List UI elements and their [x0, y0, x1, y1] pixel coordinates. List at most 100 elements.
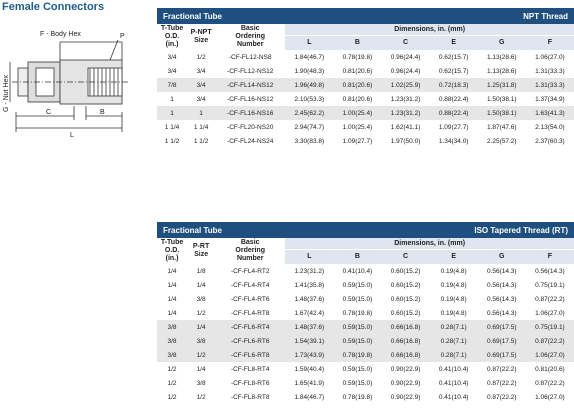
column-header: P-NPT Size — [187, 24, 216, 50]
table-cell: 0.41(10.4) — [438, 379, 469, 387]
table-cell: 1 1/2 — [164, 137, 180, 145]
table-cell: 3/8 — [187, 334, 216, 348]
table-cell: 1.31(33.3) — [535, 67, 565, 75]
dimension-column-header: F — [525, 249, 574, 264]
table-cell: 1.97(50.0) — [390, 137, 421, 145]
table-cell: 1.84(46.7) — [294, 393, 325, 401]
dimension-column-header: E — [429, 35, 478, 50]
table-cell: -CF-FL4-RT6 — [230, 295, 270, 303]
table-body: 3/4 1/2 -CF-FL12-NS8 1.84(46.7) 0.78(19.8) 0.… — [157, 50, 574, 148]
table-cell: 0.81(20.6) — [333, 78, 382, 92]
dimension-column-header: G — [477, 249, 526, 264]
table-cell: 2.94(74.7) — [294, 123, 325, 131]
table-cell: 0.41(10.4) — [342, 267, 373, 275]
table-cell: 1.41(35.8) — [294, 281, 325, 289]
table-cell: 1/4 — [196, 281, 206, 289]
table-cell: 1/2 — [196, 393, 206, 401]
table-cell: 0.62(15.7) — [438, 53, 469, 61]
header-line: O.D. — [164, 247, 180, 254]
table-cell: 1/2 — [196, 309, 206, 317]
connector-diagram: F - Body Hex P G - Nut Hex C B L — [3, 31, 130, 139]
table-cell: 0.90(22.9) — [390, 365, 421, 373]
table-row: 3/8 1/2 -CF-FL6-RT8 1.73(43.9) 0.78(19.8) 0.6… — [157, 348, 574, 362]
table-cell: 0.87(22.2) — [535, 295, 565, 303]
thread-type: ISO Tapered Thread (RT) — [474, 225, 568, 235]
table-cell: 0.96(24.4) — [390, 67, 421, 75]
table-cell: 0.66(16.8) — [381, 334, 430, 348]
table-cell: 0.19(4.8) — [440, 281, 467, 289]
table-row: 1/4 3/8 -CF-FL4-RT6 1.48(37.6) 0.59(15.0) 0.6… — [157, 292, 574, 306]
table-cell: 0.28(7.1) — [429, 348, 478, 362]
table-cell: 1/8 — [196, 267, 206, 275]
table-cell: 1.06(27.0) — [535, 53, 565, 61]
table-cell: 0.72(18.3) — [429, 78, 478, 92]
dimension-column-header: E — [429, 249, 478, 264]
table-row: 1/2 1/4 -CF-FL8-RT4 1.59(40.4) 0.59(15.0) 0.9… — [157, 362, 574, 376]
table-cell: -CF-FL6-RT6 — [215, 334, 286, 348]
table-cell: 0.90(22.9) — [390, 379, 421, 387]
table-cell: 1.50(38.1) — [486, 95, 517, 103]
table-cell: 1.06(27.0) — [535, 393, 565, 401]
header-line: Number — [236, 255, 264, 262]
table-cell: 0.59(15.0) — [333, 334, 382, 348]
table-row: 1 1/4 1 1/4 -CF-FL20-NS20 2.94(74.7) 1.00(25… — [157, 120, 574, 134]
table-cell: 1.50(38.1) — [477, 106, 526, 120]
dimension-column-header: L — [285, 249, 334, 264]
table-cell: 1/2 — [196, 53, 206, 61]
table-cell: 0.60(15.2) — [390, 267, 421, 275]
table-cell: 0.81(20.6) — [342, 95, 373, 103]
table-cell: 3/4 — [167, 53, 177, 61]
table-cell: 1/2 — [187, 348, 216, 362]
table-cell: 1.48(37.6) — [285, 320, 334, 334]
table-cell: 0.56(14.3) — [535, 267, 565, 275]
table-row: 3/8 1/4 -CF-FL6-RT4 1.48(37.6) 0.59(15.0) 0.6… — [157, 320, 574, 334]
column-header: P-RT Size — [187, 238, 216, 264]
table-cell: 1.67(42.4) — [294, 309, 325, 317]
table-title: Fractional Tube — [163, 225, 222, 235]
header-row: T-Tube O.D. (in.) P-NPT Size Basic Ordering Num… — [157, 24, 574, 50]
header-line: Size — [194, 37, 209, 44]
table-cell: 1.87(47.6) — [486, 123, 517, 131]
table-cell: 1.62(41.1) — [390, 123, 421, 131]
table-cell: 1.63(41.3) — [525, 106, 574, 120]
header-line: Ordering — [235, 33, 265, 40]
table-cell: 1.23(31.2) — [381, 106, 430, 120]
table-cell: 0.59(15.0) — [342, 365, 373, 373]
table-cell: 0.75(19.1) — [535, 281, 565, 289]
column-header: T-Tube O.D. (in.) — [157, 24, 188, 50]
dimension-column-header: C — [381, 35, 430, 50]
table-cell: 0.19(4.8) — [440, 309, 467, 317]
table-cell: 3/8 — [157, 320, 188, 334]
data-table: T-Tube O.D. (in.) P-RT Size Basic Ordering Numb… — [157, 238, 574, 404]
table-cell: 1.90(48.3) — [294, 67, 325, 75]
table-cell: -CF-FL8-RT8 — [230, 393, 270, 401]
header-line: Size — [194, 251, 209, 258]
body-hex-label: F - Body Hex — [40, 31, 81, 38]
table-cell: 1/4 — [196, 365, 206, 373]
table-cell: 0.41(10.4) — [438, 365, 469, 373]
table-cell: -CF-FL16-NS16 — [215, 106, 286, 120]
table-cell: 0.87(22.2) — [535, 379, 565, 387]
table-cell: 1/4 — [167, 295, 177, 303]
table-cell: 0.78(19.8) — [342, 393, 373, 401]
header-line: Basic — [240, 25, 260, 32]
port-label: P — [120, 33, 125, 40]
table-cell: -CF-FL8-RT4 — [230, 365, 270, 373]
table-cell: -CF-FL6-RT4 — [215, 320, 286, 334]
dimension-column-header: G — [477, 35, 526, 50]
table-cell: 1 — [170, 95, 174, 103]
table-cell: 1.34(34.0) — [438, 137, 469, 145]
table-cell: 1/4 — [167, 309, 177, 317]
table-cell: 1.02(25.9) — [381, 78, 430, 92]
table-body: 1/4 1/8 -CF-FL4-RT2 1.23(31.2) 0.41(10.4) 0.6… — [157, 264, 574, 404]
table-cell: 0.90(22.9) — [390, 393, 421, 401]
table-cell: 2.45(62.2) — [285, 106, 334, 120]
b-label: B — [100, 109, 105, 116]
table-cell: 0.28(7.1) — [429, 334, 478, 348]
table-cell: 1.96(49.8) — [285, 78, 334, 92]
table-cell: 0.56(14.3) — [486, 267, 517, 275]
header-line: (in.) — [165, 255, 179, 262]
table-cell: 1 1/2 — [193, 137, 209, 145]
